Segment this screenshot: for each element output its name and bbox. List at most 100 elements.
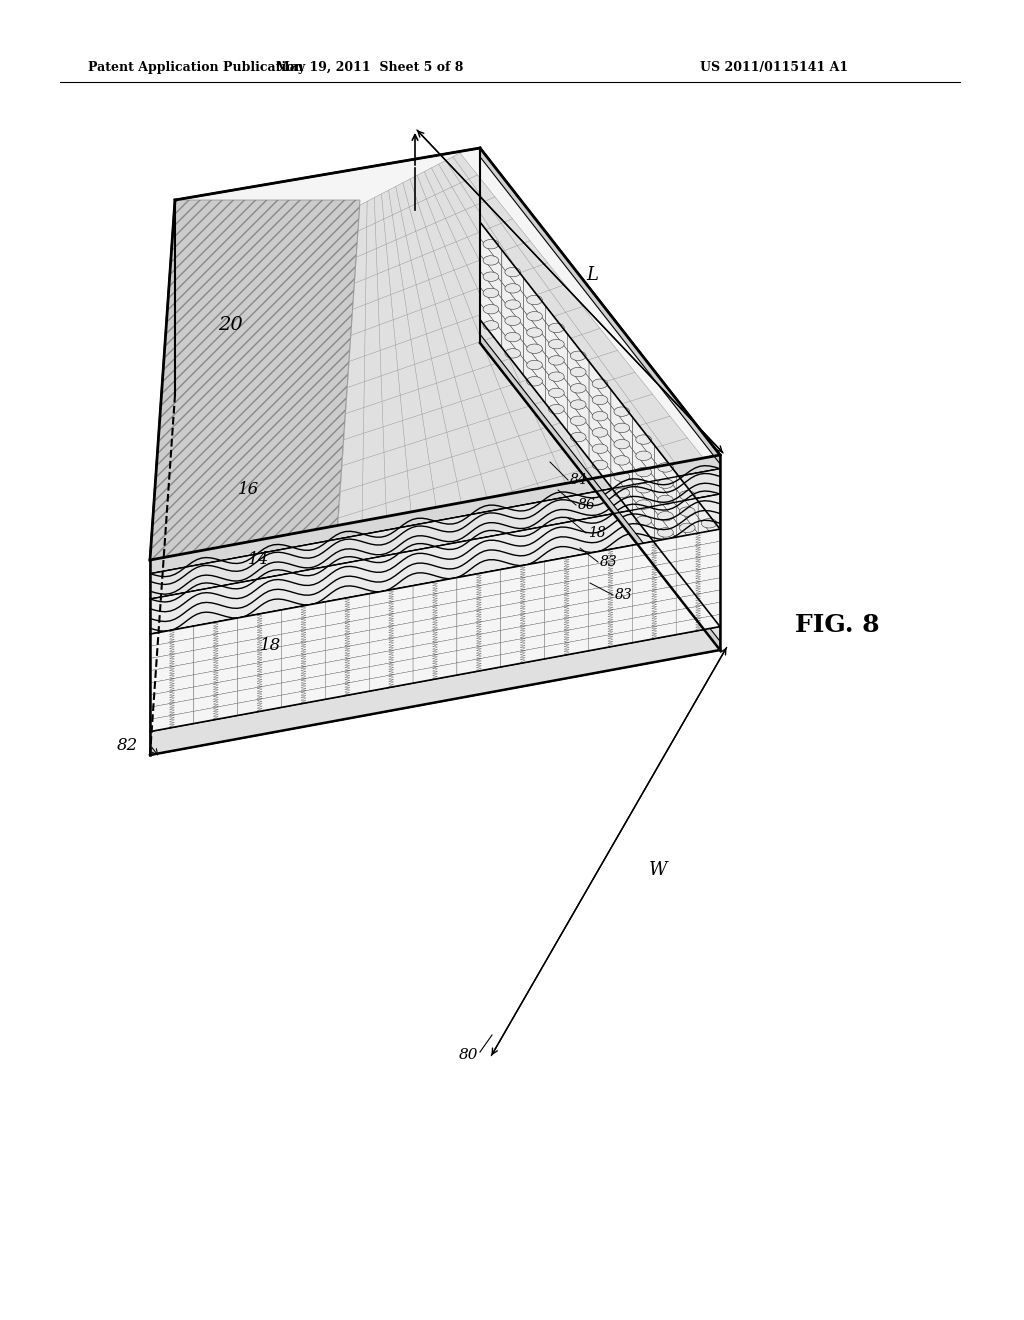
- Polygon shape: [676, 541, 720, 561]
- Polygon shape: [567, 399, 589, 444]
- Polygon shape: [238, 634, 282, 655]
- Polygon shape: [502, 249, 523, 294]
- Text: 20: 20: [218, 315, 243, 334]
- Ellipse shape: [657, 495, 674, 504]
- Polygon shape: [611, 389, 633, 434]
- Polygon shape: [632, 623, 676, 643]
- Ellipse shape: [592, 379, 608, 388]
- Polygon shape: [480, 148, 720, 649]
- Polygon shape: [150, 626, 194, 647]
- Polygon shape: [480, 255, 502, 298]
- Polygon shape: [194, 678, 238, 700]
- Polygon shape: [523, 279, 546, 322]
- Polygon shape: [370, 610, 413, 630]
- Polygon shape: [676, 602, 720, 623]
- Polygon shape: [676, 578, 720, 598]
- Polygon shape: [589, 378, 611, 422]
- Text: FIG. 8: FIG. 8: [795, 612, 880, 638]
- Text: 80: 80: [459, 1048, 478, 1063]
- Polygon shape: [676, 553, 720, 574]
- Polygon shape: [282, 614, 326, 634]
- Text: 82: 82: [117, 737, 138, 754]
- Polygon shape: [545, 553, 589, 574]
- Polygon shape: [501, 647, 545, 667]
- Polygon shape: [546, 338, 567, 383]
- Ellipse shape: [505, 348, 520, 358]
- Polygon shape: [654, 445, 677, 490]
- Ellipse shape: [483, 305, 499, 314]
- Ellipse shape: [679, 556, 695, 565]
- Polygon shape: [523, 294, 546, 338]
- Polygon shape: [326, 630, 370, 651]
- Polygon shape: [370, 671, 413, 692]
- Polygon shape: [589, 557, 632, 578]
- Polygon shape: [654, 527, 677, 570]
- Ellipse shape: [701, 550, 717, 561]
- Polygon shape: [633, 483, 654, 527]
- Polygon shape: [457, 655, 501, 675]
- Polygon shape: [194, 655, 238, 675]
- Polygon shape: [589, 618, 632, 639]
- Polygon shape: [282, 663, 326, 682]
- Polygon shape: [589, 411, 611, 454]
- Polygon shape: [150, 675, 194, 696]
- Polygon shape: [633, 417, 654, 462]
- Polygon shape: [677, 554, 698, 599]
- Polygon shape: [589, 545, 632, 565]
- Text: L: L: [586, 267, 598, 284]
- Polygon shape: [545, 590, 589, 610]
- Ellipse shape: [549, 388, 564, 397]
- Polygon shape: [523, 343, 546, 387]
- Polygon shape: [523, 359, 546, 404]
- Polygon shape: [150, 148, 720, 560]
- Polygon shape: [150, 711, 194, 731]
- Ellipse shape: [549, 323, 564, 333]
- Polygon shape: [567, 366, 589, 411]
- Polygon shape: [480, 304, 502, 347]
- Polygon shape: [238, 696, 282, 715]
- Text: US 2011/0115141 A1: US 2011/0115141 A1: [700, 62, 848, 74]
- Polygon shape: [335, 153, 705, 570]
- Polygon shape: [633, 499, 654, 543]
- Polygon shape: [326, 606, 370, 626]
- Polygon shape: [282, 626, 326, 647]
- Polygon shape: [654, 478, 677, 521]
- Polygon shape: [677, 539, 698, 582]
- Ellipse shape: [570, 351, 586, 360]
- Polygon shape: [194, 692, 238, 711]
- Polygon shape: [194, 643, 238, 663]
- Polygon shape: [698, 566, 720, 610]
- Polygon shape: [632, 610, 676, 631]
- Ellipse shape: [526, 376, 543, 385]
- Polygon shape: [546, 371, 567, 414]
- Polygon shape: [457, 569, 501, 590]
- Polygon shape: [326, 655, 370, 675]
- Polygon shape: [589, 606, 632, 627]
- Text: 14: 14: [248, 552, 268, 569]
- Ellipse shape: [483, 256, 499, 265]
- Polygon shape: [676, 590, 720, 610]
- Polygon shape: [501, 586, 545, 606]
- Polygon shape: [480, 148, 720, 463]
- Polygon shape: [698, 533, 720, 578]
- Polygon shape: [567, 383, 589, 426]
- Polygon shape: [501, 561, 545, 582]
- Polygon shape: [589, 631, 632, 651]
- Polygon shape: [632, 598, 676, 618]
- Ellipse shape: [657, 528, 674, 537]
- Polygon shape: [457, 631, 501, 651]
- Text: 18: 18: [588, 525, 606, 540]
- Polygon shape: [502, 331, 523, 375]
- Text: 84: 84: [570, 473, 588, 487]
- Polygon shape: [413, 626, 457, 647]
- Polygon shape: [413, 651, 457, 671]
- Polygon shape: [545, 639, 589, 659]
- Ellipse shape: [526, 345, 543, 354]
- Ellipse shape: [526, 296, 543, 305]
- Ellipse shape: [679, 507, 695, 516]
- Polygon shape: [502, 267, 523, 310]
- Polygon shape: [413, 639, 457, 659]
- Polygon shape: [633, 450, 654, 494]
- Polygon shape: [326, 643, 370, 663]
- Polygon shape: [150, 469, 720, 599]
